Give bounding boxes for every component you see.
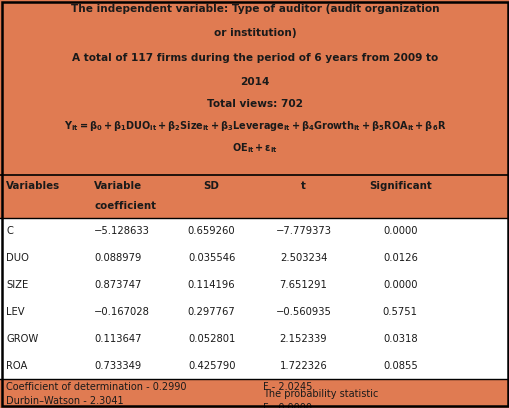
- Text: 2.152339: 2.152339: [279, 334, 327, 344]
- Text: $\mathbf{OE_{it}+\varepsilon_{it}}$: $\mathbf{OE_{it}+\varepsilon_{it}}$: [232, 142, 277, 155]
- Text: 0.035546: 0.035546: [188, 253, 235, 263]
- Text: −0.167028: −0.167028: [94, 307, 150, 317]
- Text: Variable: Variable: [94, 181, 142, 191]
- Text: 0.113647: 0.113647: [94, 334, 142, 344]
- Text: 0.052801: 0.052801: [188, 334, 235, 344]
- Text: or institution): or institution): [213, 29, 296, 38]
- Text: The probability statistic: The probability statistic: [262, 388, 377, 399]
- Text: DUO: DUO: [6, 253, 29, 263]
- Text: 0.659260: 0.659260: [187, 226, 235, 236]
- Text: 0.0000: 0.0000: [382, 226, 417, 236]
- Text: 0.088979: 0.088979: [94, 253, 142, 263]
- Text: coefficient: coefficient: [94, 202, 156, 211]
- Text: Total views: 702: Total views: 702: [207, 99, 302, 109]
- Text: F - 2.0245: F - 2.0245: [262, 381, 312, 392]
- Text: GROW: GROW: [6, 334, 38, 344]
- Text: 0.297767: 0.297767: [187, 307, 235, 317]
- Text: Significant: Significant: [368, 181, 431, 191]
- Text: −0.560935: −0.560935: [275, 307, 331, 317]
- Text: Variables: Variables: [6, 181, 60, 191]
- Text: 7.651291: 7.651291: [279, 280, 327, 290]
- Text: −7.779373: −7.779373: [275, 226, 331, 236]
- Text: 0.114196: 0.114196: [187, 280, 235, 290]
- Text: SIZE: SIZE: [6, 280, 29, 290]
- Text: 0.0318: 0.0318: [382, 334, 417, 344]
- Text: The independent variable: Type of auditor (audit organization: The independent variable: Type of audito…: [71, 4, 438, 14]
- Text: Durbin–Watson - 2.3041: Durbin–Watson - 2.3041: [6, 396, 124, 406]
- Text: 0.425790: 0.425790: [187, 361, 235, 371]
- Text: Coefficient of determination - 0.2990: Coefficient of determination - 0.2990: [6, 381, 186, 392]
- Text: 0.0126: 0.0126: [382, 253, 417, 263]
- Text: 0.733349: 0.733349: [94, 361, 142, 371]
- Text: 0.873747: 0.873747: [94, 280, 142, 290]
- Text: 2.503234: 2.503234: [279, 253, 326, 263]
- Text: F - 0.0000: F - 0.0000: [262, 403, 311, 408]
- Text: $\mathbf{Y_{it}=\beta_0+\beta_1DUO_{it}+\beta_2Size_{it}+\beta_3Leverage_{it}+\b: $\mathbf{Y_{it}=\beta_0+\beta_1DUO_{it}+…: [64, 120, 445, 133]
- Text: C: C: [6, 226, 13, 236]
- Text: 1.722326: 1.722326: [279, 361, 327, 371]
- Text: t: t: [300, 181, 305, 191]
- Text: A total of 117 firms during the period of 6 years from 2009 to: A total of 117 firms during the period o…: [72, 53, 437, 63]
- Text: 0.0000: 0.0000: [382, 280, 417, 290]
- Text: LEV: LEV: [6, 307, 25, 317]
- Text: 2014: 2014: [240, 77, 269, 86]
- Text: −5.128633: −5.128633: [94, 226, 150, 236]
- Text: 0.0855: 0.0855: [382, 361, 417, 371]
- Bar: [0, 379, 509, 408]
- Text: 0.5751: 0.5751: [382, 307, 417, 317]
- Bar: [0, 218, 509, 408]
- Text: SD: SD: [203, 181, 219, 191]
- Text: ROA: ROA: [6, 361, 27, 371]
